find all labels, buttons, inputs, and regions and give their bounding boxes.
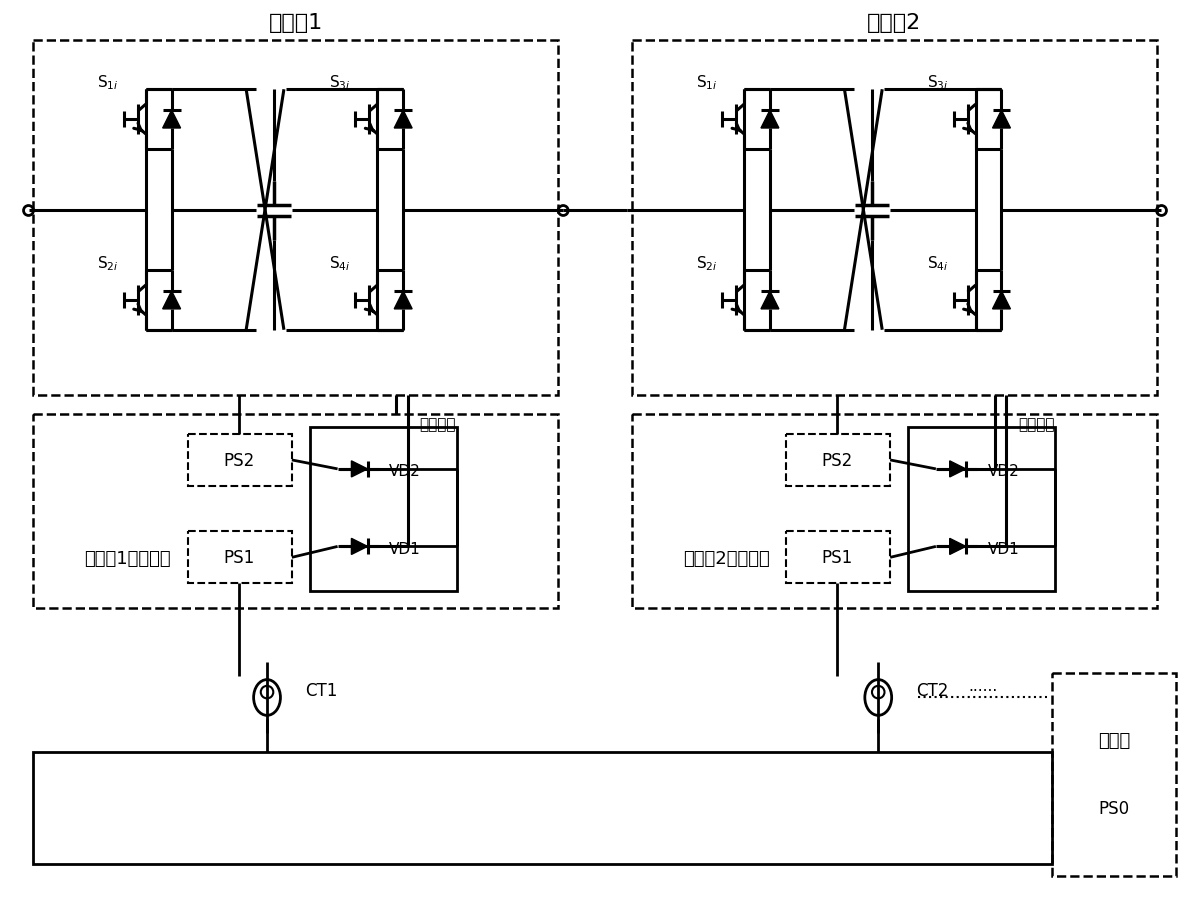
Polygon shape	[163, 291, 181, 309]
Bar	[33, 415, 558, 608]
Text: VD1: VD1	[389, 541, 421, 557]
Polygon shape	[992, 111, 1010, 129]
Polygon shape	[163, 111, 181, 129]
Polygon shape	[351, 461, 368, 477]
Text: S$_{3i}$: S$_{3i}$	[328, 73, 350, 91]
Text: CT2: CT2	[916, 681, 948, 699]
Text: 子模块2: 子模块2	[868, 13, 921, 32]
Text: PS1: PS1	[224, 548, 255, 566]
Bar	[632, 415, 1157, 608]
Text: ......: ......	[967, 678, 997, 694]
Polygon shape	[394, 291, 412, 309]
Text: S$_{4i}$: S$_{4i}$	[328, 253, 350, 272]
Bar	[188, 532, 292, 584]
Text: PS2: PS2	[224, 451, 255, 469]
Text: S$_{2i}$: S$_{2i}$	[695, 253, 718, 272]
Bar	[908, 428, 1056, 592]
Bar	[1052, 673, 1177, 877]
Text: 电源输出: 电源输出	[420, 416, 456, 431]
Text: VD1: VD1	[988, 541, 1020, 557]
Bar	[785, 532, 890, 584]
Text: S$_{2i}$: S$_{2i}$	[98, 253, 119, 272]
Polygon shape	[394, 111, 412, 129]
Text: VD2: VD2	[389, 464, 421, 479]
Polygon shape	[760, 291, 779, 309]
Text: S$_{4i}$: S$_{4i}$	[927, 253, 948, 272]
Text: 子模块1: 子模块1	[269, 13, 322, 32]
Text: PS1: PS1	[822, 548, 853, 566]
Bar	[632, 41, 1157, 396]
Text: 子模块1控制电源: 子模块1控制电源	[84, 549, 171, 567]
Bar	[188, 435, 292, 486]
Text: 恒流源: 恒流源	[1097, 732, 1130, 750]
Text: VD2: VD2	[988, 464, 1020, 479]
Bar	[33, 752, 1052, 864]
Text: PS2: PS2	[822, 451, 853, 469]
Polygon shape	[950, 461, 966, 477]
Text: S$_{1i}$: S$_{1i}$	[98, 73, 119, 91]
Text: S$_{3i}$: S$_{3i}$	[927, 73, 948, 91]
Text: CT1: CT1	[305, 681, 337, 699]
Bar	[33, 41, 558, 396]
Polygon shape	[950, 538, 966, 555]
Text: S$_{1i}$: S$_{1i}$	[695, 73, 718, 91]
Bar	[309, 428, 457, 592]
Polygon shape	[992, 291, 1010, 309]
Text: 电源输出: 电源输出	[1017, 416, 1054, 431]
Bar	[785, 435, 890, 486]
Text: PS0: PS0	[1098, 799, 1129, 817]
Polygon shape	[760, 111, 779, 129]
Polygon shape	[351, 538, 368, 555]
Text: 子模块2控制电源: 子模块2控制电源	[683, 549, 770, 567]
